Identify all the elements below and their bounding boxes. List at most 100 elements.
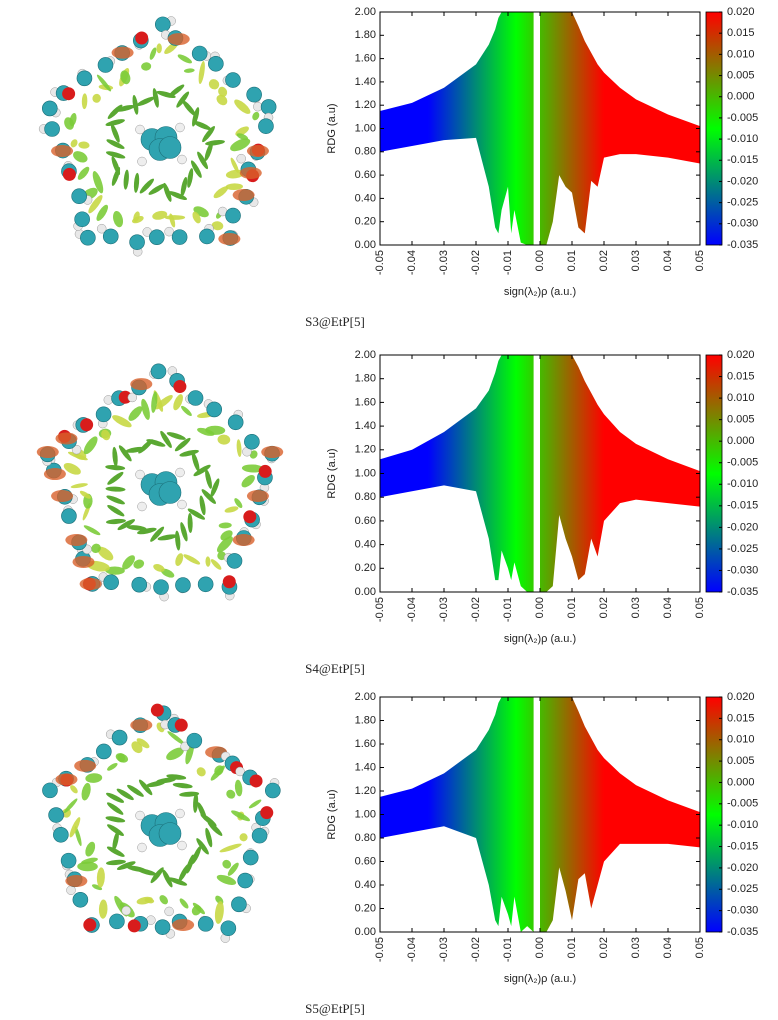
nci-surface [112, 415, 132, 428]
x-tick-label: -0.03 [438, 250, 450, 275]
nci-surface [217, 434, 231, 445]
nci-surface [216, 874, 237, 885]
nci-surface [113, 210, 124, 228]
nci-surface [168, 877, 188, 886]
nci-surface [150, 526, 165, 542]
x-tick-label: -0.02 [470, 597, 482, 622]
nci-surface [107, 104, 123, 120]
y-tick-label: 1.80 [355, 373, 376, 385]
nci-surface [105, 518, 126, 525]
nci-surface [151, 391, 158, 413]
nci-surface [156, 90, 176, 99]
carbon-atom [60, 852, 77, 869]
colorbar-tick-label: -0.035 [727, 926, 758, 938]
nci-surface [91, 884, 103, 891]
nci-surface [180, 176, 188, 197]
nci-surface [138, 779, 153, 796]
colorbar-tick-label: -0.030 [727, 564, 758, 576]
rdg-scatter-cloud [380, 355, 534, 592]
nci-surface [106, 846, 125, 857]
nci-surface [162, 869, 173, 888]
colorbar-tick-label: -0.025 [727, 197, 758, 209]
nci-surface [150, 867, 164, 884]
carbon-atom [153, 579, 169, 595]
nci-surface [152, 88, 159, 108]
colorbar-tick-label: 0.015 [727, 27, 755, 39]
y-tick-label: 0.00 [355, 586, 376, 598]
nci-surface [92, 171, 104, 194]
x-tick-label: -0.04 [406, 250, 418, 275]
nci-surface [175, 553, 184, 566]
carbon-atom [102, 228, 119, 245]
nci-surface [261, 446, 284, 459]
carbon-atom [265, 782, 281, 799]
nci-surface [218, 232, 241, 245]
molecule-render [36, 363, 284, 602]
nci-surface [55, 432, 78, 445]
nci-surface [127, 784, 144, 797]
x-tick-label: -0.03 [438, 597, 450, 622]
carbon-atom [231, 896, 247, 913]
hydrogen-atom [236, 153, 246, 164]
y-tick-label: 0.80 [355, 491, 376, 503]
y-axis-label: RDG (a.u) [326, 789, 338, 839]
x-tick-label: 0.03 [630, 250, 642, 271]
nci-surface [74, 759, 97, 772]
carbon-atom [71, 188, 87, 205]
nci-surface [234, 99, 251, 114]
guest-atom [158, 481, 182, 504]
nci-surface [175, 530, 181, 551]
colorbar-tick-label: -0.020 [727, 521, 758, 533]
y-tick-label: 0.40 [355, 539, 376, 551]
nci-surface [178, 863, 190, 882]
nci-surface [133, 211, 140, 222]
nci-surface [198, 61, 205, 85]
hydrogen-atom [177, 154, 187, 165]
oxygen-atom [249, 774, 263, 788]
nci-surface [163, 182, 172, 202]
carbon-atom [154, 919, 171, 935]
x-tick-label: 0.04 [662, 597, 674, 618]
colorbar-tick-label: 0.000 [727, 776, 755, 788]
carbon-atom [175, 577, 191, 593]
y-tick-label: 0.20 [355, 902, 376, 914]
nci-surface [73, 151, 88, 163]
nci-surface [146, 439, 166, 447]
nci-surface [200, 813, 217, 827]
nci-surface [115, 753, 129, 763]
molecule-render [38, 16, 277, 257]
carbon-atom [41, 100, 58, 117]
nci-surface [197, 151, 209, 170]
nci-surface [219, 843, 242, 853]
carbon-atom [97, 57, 114, 73]
nci-surface [105, 119, 125, 127]
nci-surface [246, 490, 269, 503]
nci-surface [218, 86, 228, 97]
y-tick-label: 0.20 [355, 216, 376, 228]
nci-surface [149, 47, 157, 60]
nci-surface [36, 446, 59, 459]
colorbar-tick-label: 0.010 [727, 392, 755, 404]
hydrogen-atom [137, 501, 147, 512]
y-tick-label: 0.40 [355, 192, 376, 204]
x-tick-label: 0.01 [566, 250, 578, 271]
nci-surface [179, 898, 189, 909]
nci-surface [224, 506, 239, 513]
nci-surface [187, 168, 194, 188]
nci-surface [214, 901, 224, 924]
nci-surface [241, 464, 264, 473]
carbon-atom [258, 118, 274, 134]
x-tick-label: 0.00 [534, 597, 546, 618]
carbon-atom [131, 576, 148, 593]
nci-surface [196, 767, 206, 777]
oxygen-atom [127, 919, 141, 933]
nci-surface [120, 70, 131, 85]
nci-surface [248, 799, 262, 809]
nci-surface [191, 452, 200, 472]
carbon-atom [225, 72, 241, 88]
panel-caption: S5@EtP[5] [305, 1001, 365, 1016]
x-tick-label: -0.03 [438, 937, 450, 962]
colorbar-tick-label: 0.015 [727, 712, 755, 724]
x-tick-label: 0.02 [598, 597, 610, 618]
